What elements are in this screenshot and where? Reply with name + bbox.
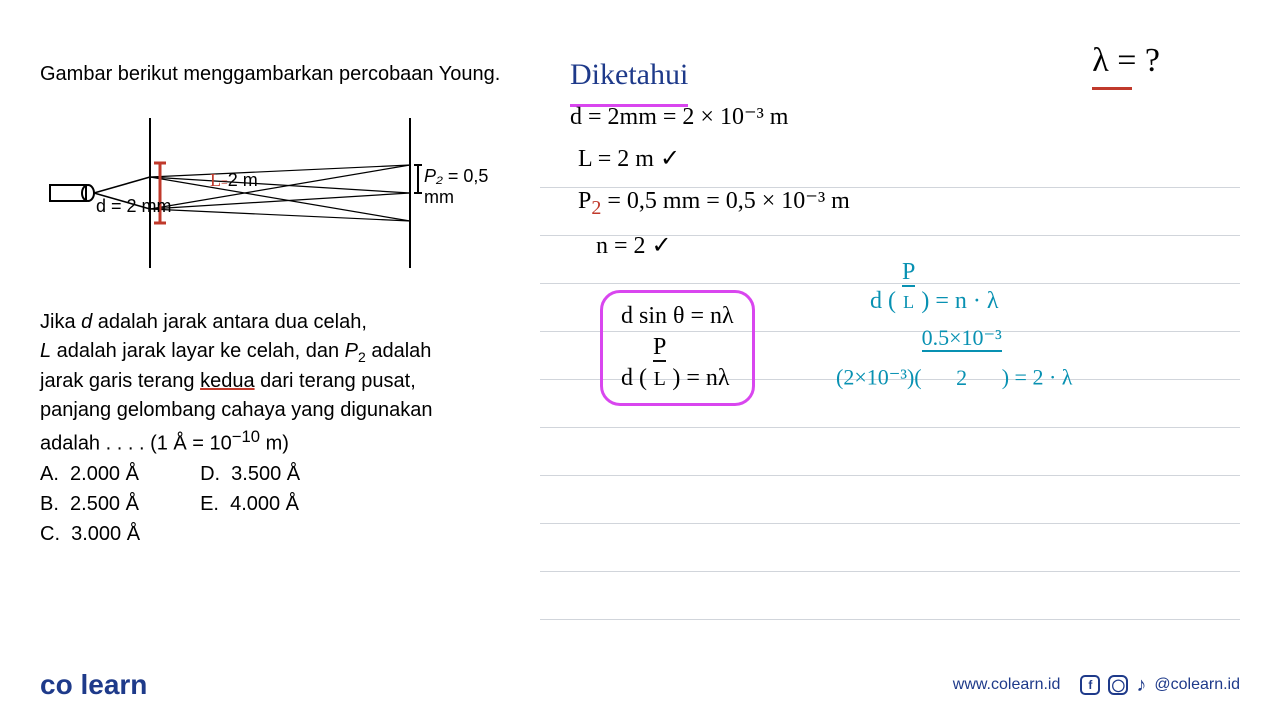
social-handle: @colearn.id [1154,676,1240,694]
youngs-diagram: d = 2 mm L=2 m P₂ = 0,5 mm [40,98,500,298]
facebook-icon: f [1080,675,1100,695]
d-label: d = 2 mm [96,196,172,217]
answer-options: A. 2.000 ÅB. 2.500 ÅC. 3.000 Å D. 3.500 … [40,459,520,549]
given-P2: P2 = 0,5 mm = 0,5 × 10⁻³ m [578,180,850,226]
given-n: n = 2 ✓ [596,225,672,268]
lambda-question: λ = ? [1092,42,1160,79]
tiktok-icon: ♪ [1136,674,1146,697]
problem-title: Gambar berikut menggambarkan percobaan Y… [40,60,520,88]
options-col2: D. 3.500 ÅE. 4.000 Å [200,459,300,549]
problem-panel: Gambar berikut menggambarkan percobaan Y… [40,20,540,640]
social-icons: f ◯ ♪ @colearn.id [1080,674,1240,697]
instagram-icon: ◯ [1108,675,1128,695]
p2-prefix: P₂ [424,166,443,186]
options-col1: A. 2.000 ÅB. 2.500 ÅC. 3.000 Å [40,459,140,549]
calc-2: (2×10⁻³)(0.5×10⁻³2) = 2 · λ [836,318,1072,397]
brand-logo: co learn [40,669,147,701]
formula-box: d sin θ = nλ d ( PL ) = nλ [600,290,755,406]
L-prefix: L [210,170,221,190]
given-d: d = 2mm = 2 × 10⁻³ m [570,96,788,139]
given-L: L = 2 m ✓ [578,138,680,181]
footer: co learn www.colearn.id f ◯ ♪ @colearn.i… [0,650,1280,720]
footer-url: www.colearn.id [953,676,1061,694]
problem-body: Jika d adalah jarak antara dua celah,L a… [40,308,520,459]
notes-panel: Diketahui λ = ? d = 2mm = 2 × 10⁻³ m L =… [540,20,1240,640]
calc-1: d ( PL ) = n · λ [870,258,999,316]
L-label: 2 m [228,170,258,190]
